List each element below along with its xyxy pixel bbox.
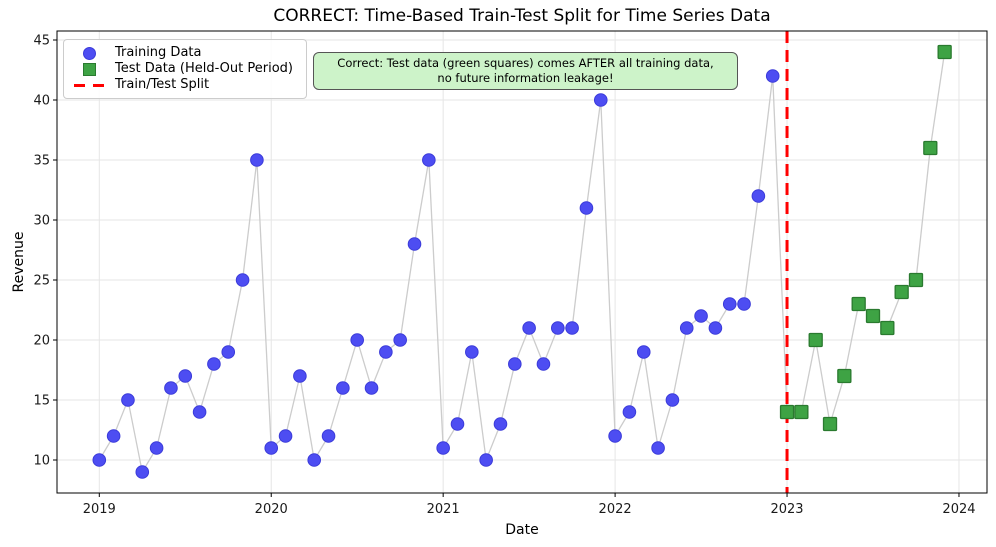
train-point [436, 441, 450, 455]
legend-label-training: Training Data [115, 45, 202, 60]
train-point [608, 429, 622, 443]
train-point [665, 393, 680, 407]
y-tick-label: 30 [33, 214, 50, 229]
train-point [536, 357, 551, 371]
training-marker-icon [82, 46, 96, 60]
train-point [679, 321, 694, 335]
y-tick-label: 35 [33, 154, 50, 169]
grid-lines [57, 31, 987, 493]
train-point [722, 297, 737, 311]
connecting-line [98, 51, 946, 474]
y-tick-label: 45 [33, 34, 50, 49]
annotation-line-2: no future information leakage! [437, 71, 614, 85]
x-tick-label: 2020 [255, 502, 288, 517]
train-point [207, 357, 221, 371]
x-tick-label: 2021 [427, 502, 460, 517]
test-point [822, 416, 838, 432]
train-point [636, 345, 651, 359]
y-tick-label: 20 [33, 334, 50, 349]
train-point [593, 93, 608, 107]
train-point [393, 333, 407, 347]
train-point [178, 369, 193, 383]
y-axis-label: Revenue [11, 231, 27, 293]
test-point [808, 332, 823, 348]
test-point [837, 368, 852, 384]
train-point [235, 273, 250, 287]
chart-title: CORRECT: Time-Based Train-Test Split for… [273, 6, 771, 26]
test-point [923, 140, 938, 156]
x-tick-label: 2022 [599, 502, 632, 517]
test-point [937, 44, 952, 60]
y-tick-label: 25 [33, 274, 50, 289]
train-point [149, 441, 164, 455]
y-tick-labels: 10 15 20 25 30 35 40 45 [33, 34, 57, 469]
train-point [336, 381, 350, 395]
test-marker-icon [82, 62, 96, 76]
test-point [880, 320, 895, 336]
train-point [250, 153, 264, 167]
test-point [865, 308, 881, 324]
legend-label-split: Train/Test Split [115, 77, 210, 92]
train-point [92, 453, 107, 467]
train-point [450, 417, 465, 431]
train-point [278, 429, 293, 443]
train-point [579, 201, 594, 215]
legend: Training Data Test Data (Held-Out Period… [63, 39, 307, 99]
train-point [751, 189, 766, 203]
train-point [651, 441, 665, 455]
annotation-line-1: Correct: Test data (green squares) comes… [337, 56, 714, 70]
train-point [694, 309, 708, 323]
legend-item-training: Training Data [73, 45, 297, 61]
x-tick-label: 2024 [942, 502, 975, 517]
train-point [192, 405, 207, 419]
train-point [465, 345, 479, 359]
y-tick-label: 10 [33, 454, 50, 469]
train-point [493, 417, 508, 431]
test-point [894, 284, 909, 300]
train-point [350, 333, 364, 347]
train-point [565, 321, 579, 335]
train-point [522, 321, 536, 335]
test-point [794, 404, 809, 420]
annotation-box: Correct: Test data (green squares) comes… [313, 52, 738, 90]
x-axis-label: Date [505, 522, 539, 538]
test-points [779, 44, 952, 432]
test-point [779, 404, 795, 420]
train-point [264, 441, 279, 455]
axes-spines [56, 30, 988, 494]
train-point [379, 345, 393, 359]
train-point [708, 321, 723, 335]
legend-item-split: Train/Test Split [73, 77, 297, 93]
train-point [422, 153, 436, 167]
train-point [135, 465, 150, 479]
test-point [851, 296, 866, 312]
legend-label-test: Test Data (Held-Out Period) [115, 61, 293, 76]
train-point [622, 405, 637, 419]
test-point [908, 272, 924, 288]
train-point [550, 321, 565, 335]
train-point [765, 69, 780, 83]
split-line-icon [74, 83, 104, 87]
train-point [221, 345, 236, 359]
y-tick-label: 15 [33, 394, 50, 409]
x-tick-label: 2023 [770, 502, 803, 517]
y-tick-label: 40 [33, 94, 50, 109]
training-points [92, 69, 780, 479]
train-point [106, 429, 121, 443]
x-tick-label: 2019 [83, 502, 116, 517]
train-point [737, 297, 751, 311]
train-point [321, 429, 336, 443]
train-point [407, 237, 422, 251]
train-point [121, 393, 135, 407]
train-point [164, 381, 178, 395]
legend-item-test: Test Data (Held-Out Period) [73, 61, 297, 77]
train-point [364, 381, 379, 395]
train-point [293, 369, 307, 383]
train-point [307, 453, 322, 467]
train-point [479, 453, 493, 467]
train-point [508, 357, 522, 371]
x-tick-labels: 2019 2020 2021 2022 2023 2024 [83, 493, 976, 517]
